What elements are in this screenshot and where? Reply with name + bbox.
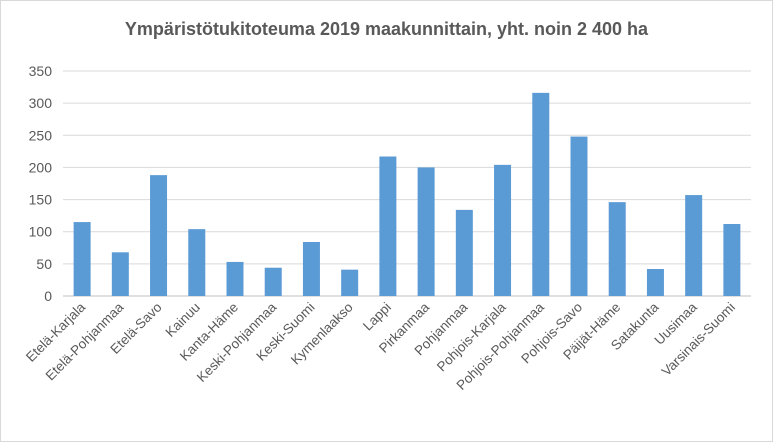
bar [226,261,244,296]
bar [341,269,359,296]
y-tick-label: 250 [29,127,53,143]
y-tick-label: 350 [29,63,53,79]
y-tick-label: 100 [29,224,53,240]
bar [73,222,91,296]
bar [417,167,435,296]
bar [150,175,168,296]
y-tick-label: 150 [29,192,53,208]
y-tick-label: 50 [36,256,52,272]
y-tick-label: 0 [44,288,52,304]
bar [723,224,741,296]
bar [570,136,588,296]
bar [379,156,397,296]
y-tick-label: 300 [29,95,53,111]
bar [646,269,664,296]
x-tick-label: Lappi [360,300,394,334]
chart-title: Ympäristötukitoteuma 2019 maakunnittain,… [124,19,649,39]
bar [494,164,512,296]
bar [302,242,320,296]
bar [111,252,129,296]
bar [532,92,550,296]
bar [608,202,626,296]
bar [455,209,473,296]
y-tick-label: 200 [29,159,53,175]
bar [188,229,206,296]
bar [685,195,703,296]
bar [264,267,282,296]
